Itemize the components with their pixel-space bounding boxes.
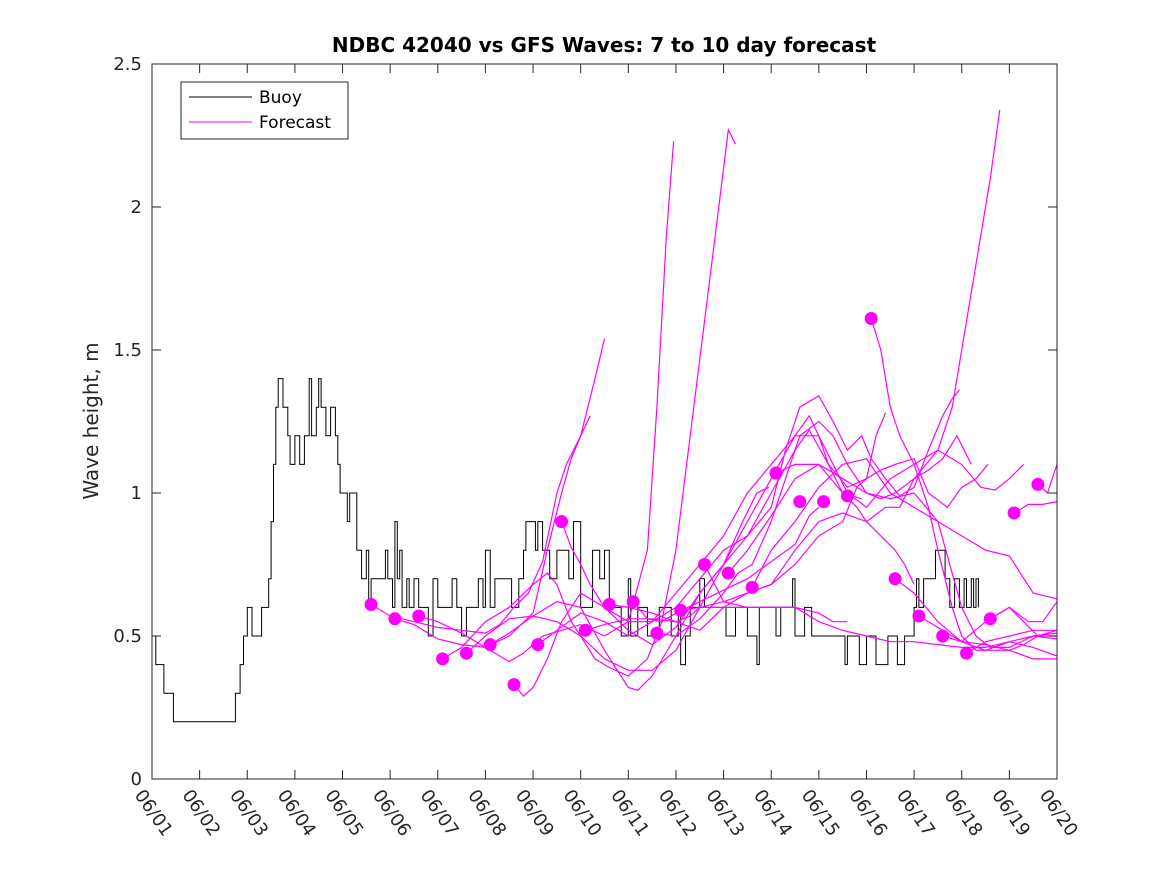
y-tick-label: 0.5	[113, 626, 142, 647]
forecast-marker-20	[817, 495, 830, 508]
forecast-marker-17	[746, 581, 759, 594]
forecast-marker-28	[1008, 507, 1021, 520]
legend: Buoy Forecast	[181, 82, 348, 139]
y-tick-label: 0	[131, 769, 142, 790]
y-tick-label: 1	[131, 483, 142, 504]
forecast-marker-10	[579, 624, 592, 637]
legend-label-forecast: Forecast	[259, 113, 331, 133]
forecast-marker-22	[865, 312, 878, 325]
forecast-marker-21	[841, 489, 854, 502]
y-tick-label: 2.5	[113, 54, 142, 75]
forecast-marker-26	[960, 647, 973, 660]
forecast-marker-23	[889, 572, 902, 585]
forecast-marker-27	[984, 612, 997, 625]
forecast-marker-3	[412, 610, 425, 623]
forecast-marker-25	[936, 630, 949, 643]
forecast-marker-11	[603, 598, 616, 611]
y-axis-label: Wave height, m	[79, 342, 103, 499]
forecast-marker-4	[436, 652, 449, 665]
forecast-marker-8	[531, 638, 544, 651]
legend-label-buoy: Buoy	[259, 88, 302, 108]
forecast-marker-15	[698, 558, 711, 571]
forecast-marker-7	[508, 678, 521, 691]
chart-title: NDBC 42040 vs GFS Waves: 7 to 10 day for…	[332, 33, 877, 57]
forecast-marker-5	[460, 647, 473, 660]
y-tick-label: 1.5	[113, 340, 142, 361]
forecast-marker-29	[1031, 478, 1044, 491]
forecast-marker-16	[722, 567, 735, 580]
chart: 06/01 06/02 06/03 06/04 06/05 06/06 06/07 06/08…	[0, 0, 1167, 875]
forecast-marker-2	[388, 612, 401, 625]
forecast-marker-19	[793, 495, 806, 508]
forecast-marker-1	[365, 598, 378, 611]
forecast-marker-6	[484, 638, 497, 651]
forecast-marker-14	[674, 604, 687, 617]
forecast-marker-12	[627, 595, 640, 608]
forecast-marker-18	[770, 467, 783, 480]
forecast-marker-13	[650, 627, 663, 640]
forecast-marker-24	[912, 610, 925, 623]
forecast-marker-9	[555, 515, 568, 528]
y-tick-label: 2	[131, 197, 142, 218]
